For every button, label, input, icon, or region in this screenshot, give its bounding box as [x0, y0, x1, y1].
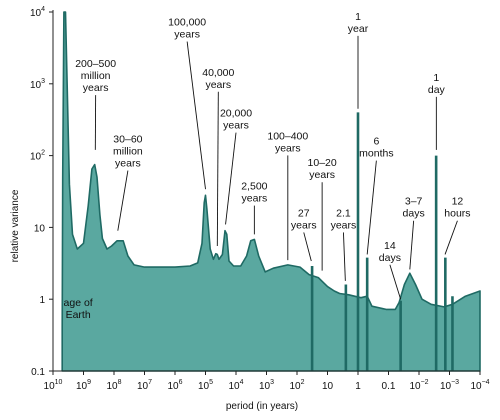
x-tick-label: 10−2 — [409, 379, 428, 392]
annotation-pointer — [342, 232, 346, 281]
y-tick-label: 103 — [30, 78, 45, 91]
x-tick-label: 102 — [289, 379, 304, 392]
annotation-pointer — [117, 170, 129, 231]
x-tick-label: 1010 — [44, 379, 63, 392]
annotation-pointer — [366, 160, 377, 255]
annotation-label: 12 hours — [444, 196, 470, 220]
annotation-label: 30–60 million years — [113, 134, 143, 170]
annotation-label: 2.1 years — [331, 207, 357, 231]
spectrum-layer — [61, 11, 481, 372]
x-tick-label: 10 — [322, 381, 334, 392]
y-axis-title: relative variance — [10, 189, 21, 262]
x-tick-label: 105 — [198, 379, 213, 392]
y-tick-label: 10 — [34, 223, 46, 234]
annotation-label: age of Earth — [64, 297, 93, 321]
spectrum-area — [61, 11, 481, 372]
x-tick-label: 10−3 — [440, 379, 459, 392]
spikes-layer — [310, 112, 454, 371]
annotation-pointer — [389, 264, 402, 300]
annotation-pointer — [444, 220, 458, 255]
annotation-label: 6 months — [359, 136, 393, 160]
x-tick-label: 106 — [167, 379, 182, 392]
ticks-layer: 1010 109 108 107 106 105 104 103 102 10 1 0.1 10−2 10… — [30, 6, 490, 392]
annotation-pointer — [409, 220, 415, 270]
annotation-label: 40,000 years — [202, 67, 234, 91]
annotation-label: 14 days — [379, 240, 401, 264]
y-tick-label: 1 — [39, 295, 45, 306]
x-tick-label: 104 — [228, 379, 243, 392]
annotation-label: 1 year — [348, 11, 369, 35]
annotation-pointer — [216, 91, 219, 247]
x-tick-label: 0.1 — [382, 381, 396, 392]
annotation-label: 20,000 years — [220, 108, 252, 132]
annotation-label: 10–20 years — [308, 157, 337, 181]
annotation-label: 2,500 years — [241, 181, 267, 205]
x-tick-label: 108 — [106, 379, 121, 392]
x-tick-label: 1 — [355, 381, 361, 392]
annotations-layer: age of Earth 200–500 million years 30–60 milli… — [64, 11, 471, 321]
annotation-label: 100–400 years — [267, 130, 308, 154]
x-tick-label: 109 — [76, 379, 91, 392]
y-tick-label: 0.1 — [31, 367, 45, 378]
y-tick-label: 102 — [30, 150, 45, 163]
y-tick-label: 104 — [30, 6, 45, 19]
annotation-label: 3–7 days — [403, 196, 425, 220]
annotation-pointer — [303, 232, 312, 262]
annotation-pointer — [186, 41, 206, 190]
x-tick-label: 107 — [137, 379, 152, 392]
annotation-label: 100,000 years — [168, 17, 206, 41]
x-tick-label: 103 — [259, 379, 274, 392]
annotation-label: 1 day — [428, 72, 446, 96]
annotation-label: 200–500 million years — [75, 58, 116, 94]
annotation-label: 27 years — [291, 207, 317, 231]
annotation-pointer — [225, 132, 237, 225]
x-axis-title: period (in years) — [226, 401, 298, 412]
x-tick-label: 10−4 — [470, 379, 489, 392]
